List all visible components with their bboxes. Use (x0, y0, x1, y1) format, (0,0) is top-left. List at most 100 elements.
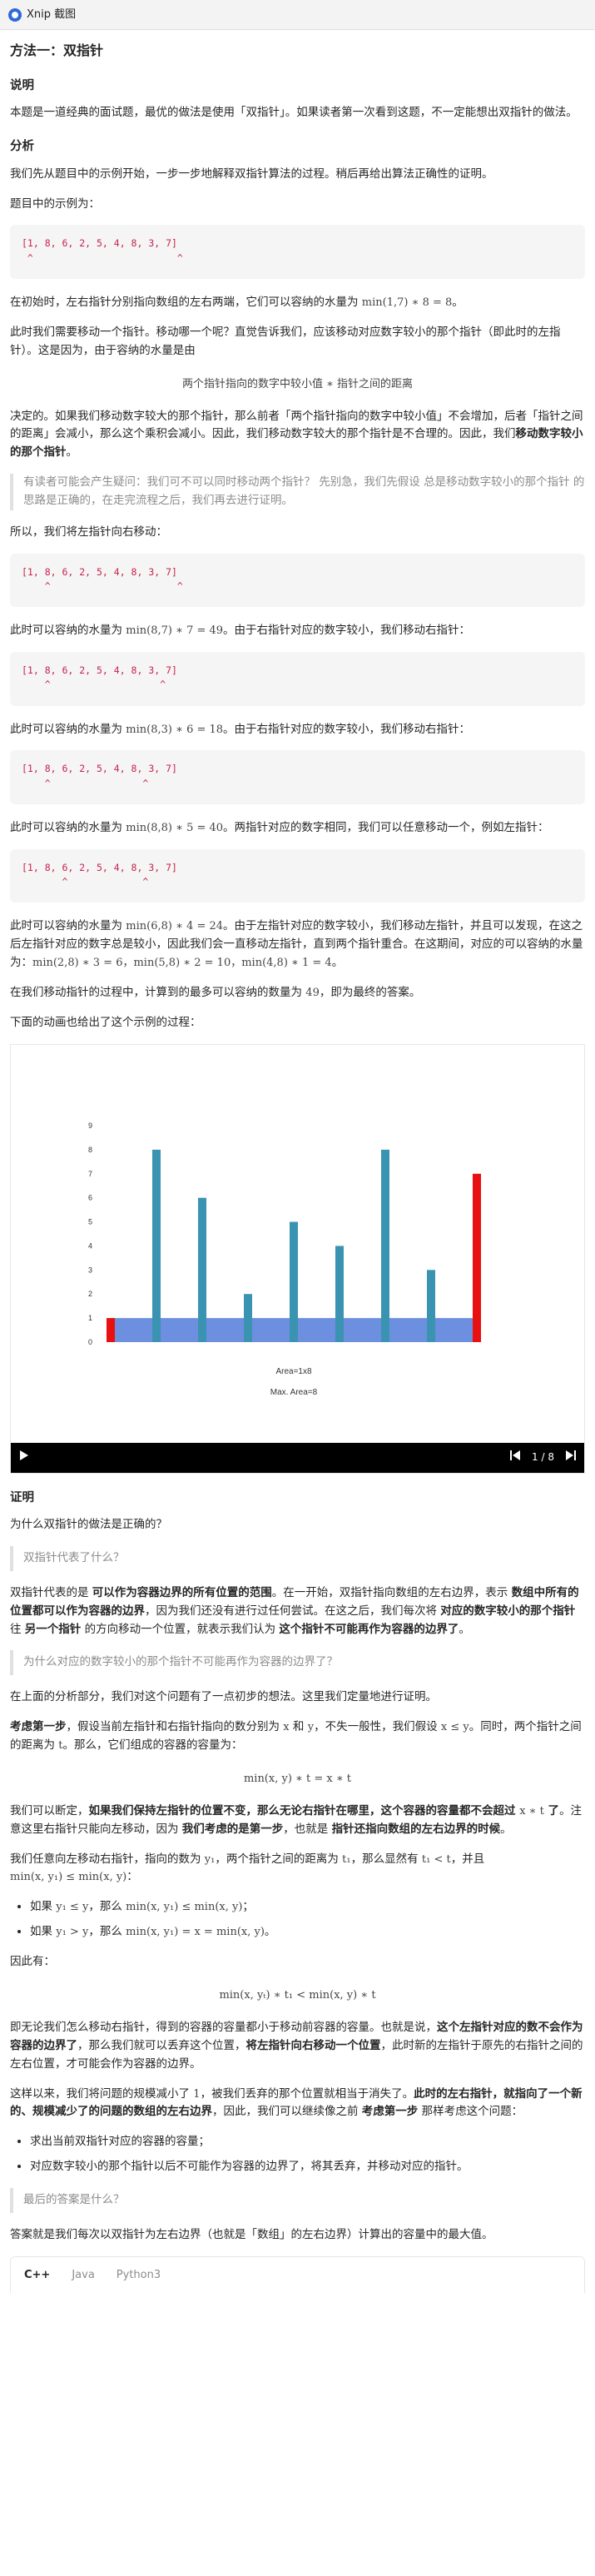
article-content: 方法一：双指针 说明 本题是一道经典的面试题，最优的做法是使用「双指针」。如果读… (0, 30, 595, 2293)
bar-5 (290, 1221, 298, 1342)
text: 。 (500, 1822, 512, 1836)
text: 那样考虑这个问题： (418, 2105, 523, 2119)
bold-text: 另一个指针 (24, 1622, 82, 1636)
bar-2 (152, 1149, 161, 1342)
y-tick-label: 3 (88, 1266, 92, 1274)
text: 。那么，它们组成的容器的容量为： (62, 1738, 243, 1752)
math: y₁ (204, 1852, 216, 1866)
paragraph-answer: 在我们移动指针的过程中，计算到的最多可以容纳的数量为 49，即为最终的答案。 (10, 984, 585, 1002)
array-text: [1, 8, 6, 2, 5, 4, 8, 3, 7] (22, 861, 177, 873)
case-list: 如果 y₁ ≤ y，那么 min(x, y₁) ≤ min(x, y)； 如果 … (30, 1898, 585, 1942)
next-button[interactable] (566, 1450, 576, 1465)
play-button[interactable] (19, 1450, 29, 1465)
text: 此时可以容纳的水量为 (10, 722, 126, 736)
tab-cpp[interactable]: C++ (24, 2268, 51, 2281)
bold-text: 数组中所有的位置都可以作为容器的边界 (10, 1585, 579, 1618)
y-tick-label: 7 (88, 1169, 92, 1177)
paragraph-move: 此时我们需要移动一个指针。移动哪一个呢？直觉告诉我们，应该移动对应数字较小的那个… (10, 325, 561, 357)
math: min(x, y₁) ≤ min(x, y) (10, 1871, 127, 1884)
bar-3 (198, 1197, 206, 1342)
bold-text: 这个左指针对应的数不会作为容器的边界了 (10, 2020, 583, 2052)
quote-final: 最后的答案是什么？ (10, 2187, 585, 2213)
bar-4 (244, 1293, 252, 1342)
text: 如果 (30, 1925, 57, 1939)
bold-text: 可以作为容器边界的所有位置的范围 (92, 1585, 272, 1599)
paragraph-first-step: 考虑第一步，假设当前左指针和右指针指向的数分别为 x 和 y，不失一般性，我们假… (10, 1718, 585, 1755)
analysis-heading: 分析 (10, 140, 34, 154)
array-text: [1, 8, 6, 2, 5, 4, 8, 3, 7] (22, 763, 177, 775)
slide-counter: 1 / 8 (532, 1450, 554, 1463)
text: 。 (452, 295, 464, 309)
y-tick-label: 4 (88, 1241, 92, 1250)
array-text: [1, 8, 6, 2, 5, 4, 8, 3, 7] (22, 565, 177, 578)
code-block-4: [1, 8, 6, 2, 5, 4, 8, 3, 7] ^ ^ (10, 750, 585, 804)
tab-java[interactable]: Java (72, 2268, 95, 2281)
text: ，两个指针之间的距离为 (215, 1852, 343, 1866)
math: 1 (193, 2087, 201, 2101)
animation-player: 0 1 2 3 4 5 6 7 8 9 Area=1x8 Max. Area=8 1 / 8 (10, 1043, 585, 1474)
text: ，因此，我们可以继续像之前 (212, 2105, 362, 2119)
paragraph-left-move: 所以，我们将左指针向右移动： (10, 525, 167, 539)
bold-text: 对应的数字较小的那个指针 (440, 1604, 576, 1618)
pointer-caret: ^ ^ (22, 251, 183, 264)
text: 和 (289, 1720, 308, 1734)
text: 往 (10, 1622, 25, 1636)
bold-text: 指针还指向数组的左右边界的时候 (331, 1822, 501, 1836)
text: ，不失一般性，我们假设 (314, 1720, 441, 1734)
y-tick-label: 0 (88, 1338, 92, 1346)
bar-1 (107, 1317, 115, 1342)
bold-text: 这个指针不可能再作为容器的边界了 (279, 1622, 459, 1636)
math: y₁ > y (56, 1926, 89, 1939)
math: min(x, y₁) ≤ min(x, y) (126, 1901, 243, 1914)
array-text: [1, 8, 6, 2, 5, 4, 8, 3, 7] (22, 237, 177, 250)
paragraph-18: 此时可以容纳的水量为 min(8,3) ∗ 6 = 18。由于右指针对应的数字较… (10, 721, 585, 739)
list-item: 如果 y₁ > y，那么 min(x, y₁) = x = min(x, y)。 (30, 1923, 585, 1942)
math: t (58, 1738, 63, 1752)
math: min(6,8) ∗ 4 = 24 (126, 920, 224, 933)
formula-capacity: 两个指针指向的数字中较小值 ∗ 指针之间的距离 (181, 377, 414, 390)
text: 双指针代表的是 (10, 1585, 92, 1599)
formula-inequality: min(x, yₜ) ∗ t₁ < min(x, y) ∗ t (219, 1988, 376, 2002)
paragraph-animation: 下面的动画也给出了这个示例的过程： (10, 1015, 201, 1029)
y-tick-label: 2 (88, 1290, 92, 1298)
paragraph-quant: 在上面的分析部分，我们对这个问题有了一点初步的想法。这里我们定量地进行证明。 (10, 1690, 437, 1704)
text: 在初始时，左右指针分别指向数组的左右两端，它们可以容纳的水量为 (10, 295, 362, 309)
list-item: 对应数字较小的那个指针以后不可能作为容器的边界了，将其丢弃，并移动对应的指针。 (30, 2158, 585, 2176)
bold-text: 考虑第一步 (361, 2105, 419, 2119)
code-language-tabs: C++ Java Python3 (10, 2255, 585, 2293)
step-list: 求出当前双指针对应的容器的容量； 对应数字较小的那个指针以后不可能作为容器的边界… (30, 2133, 585, 2176)
y-tick-label: 9 (88, 1121, 92, 1130)
text: 。 (66, 445, 78, 460)
text: 。由于右指针对应的数字较小，我们移动右指针： (223, 722, 471, 736)
method-heading: 方法一：双指针 (10, 42, 104, 58)
math: 49 (305, 986, 320, 999)
text: 此时可以容纳的水量为 (10, 820, 126, 834)
bold-text: 我们考虑的是第一步 (181, 1822, 284, 1836)
text: ； (242, 1900, 254, 1914)
proof-heading: 证明 (10, 1490, 34, 1504)
paragraph-24: 此时可以容纳的水量为 min(6,8) ∗ 4 = 24。由于左指针对应的数字较… (10, 918, 585, 972)
text: ，并且 (450, 1852, 485, 1866)
paragraph-final: 答案就是我们每次以双指针为左右边界（也就是「数组」的左右边界）计算出的容量中的最… (10, 2227, 493, 2241)
pointer-caret: ^ ^ (22, 777, 149, 789)
prev-button[interactable] (510, 1450, 521, 1465)
bold-text: 如果我们保持左指针的位置不变，那么无论右指针在哪里，这个容器的容量都不会超过 (88, 1803, 520, 1818)
pointer-caret: ^ ^ (22, 876, 149, 888)
text: ，假设当前左指针和右指针指向的数分别为 (66, 1720, 284, 1734)
paragraph-therefore: 因此有： (10, 1955, 55, 1969)
text: 如果 (30, 1900, 57, 1914)
tab-python3[interactable]: Python3 (116, 2268, 161, 2281)
text: ，那么显然有 (350, 1852, 422, 1866)
text: 有读者可能会产生疑问：我们可不可以同时移动两个指针？ 先别急，我们先假设 (23, 475, 424, 490)
math: x ≤ y (440, 1721, 469, 1734)
paragraph-49: 此时可以容纳的水量为 min(8,7) ∗ 7 = 49。由于右指针对应的数字较… (10, 622, 585, 640)
math: min(1,7) ∗ 8 = 8 (361, 296, 453, 309)
text: 此时可以容纳的水量为 (10, 624, 126, 638)
proof-question: 为什么双指针的做法是正确的？ (10, 1518, 167, 1532)
y-tick-label: 1 (88, 1314, 92, 1322)
text: 我们可以断定， (10, 1803, 89, 1818)
math: min(8,8) ∗ 5 = 40 (126, 821, 224, 834)
math: y₁ ≤ y (56, 1901, 89, 1914)
bold-text: 移动数字较小的那个指针 (10, 427, 583, 460)
math: min(2,8) ∗ 3 = 6，min(5,8) ∗ 2 = 10，min(4… (32, 957, 332, 970)
